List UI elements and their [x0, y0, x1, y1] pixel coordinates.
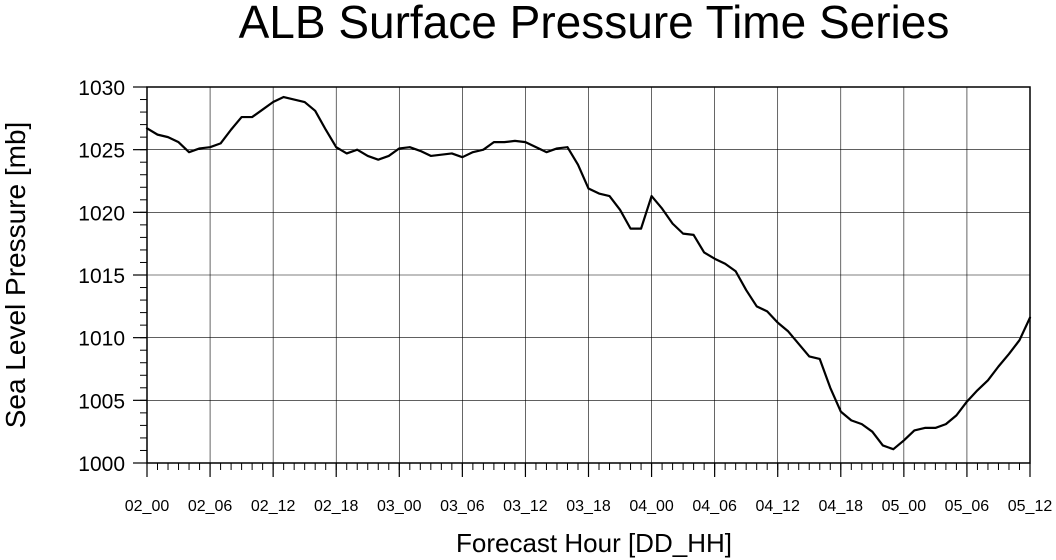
x-tick-label: 04_12: [755, 498, 800, 515]
x-tick-label: 05_12: [1008, 498, 1053, 515]
grid-lines: [147, 87, 1030, 463]
x-tick-label: 03_00: [377, 498, 422, 515]
y-tick-label: 1015: [78, 265, 125, 288]
y-tick-label: 1020: [78, 202, 125, 225]
x-tick-label: 04_06: [692, 498, 737, 515]
plot-frame: [146, 86, 1031, 464]
x-tick-label: 04_00: [629, 498, 674, 515]
x-tick-label: 05_00: [882, 498, 927, 515]
x-tick-label: 02_12: [251, 498, 296, 515]
y-tick-labels: 1000 1005 1010 1015 1020 1025 1030: [78, 77, 125, 476]
minor-ticks: [140, 86, 1031, 470]
y-tick-label: 1025: [78, 140, 125, 163]
x-tick-label: 02_06: [188, 498, 233, 515]
y-axis-label: Sea Level Pressure [mb]: [0, 122, 31, 429]
x-tick-label: 03_18: [566, 498, 611, 515]
x-tick-label: 03_12: [503, 498, 548, 515]
x-tick-label: 02_18: [314, 498, 359, 515]
x-tick-label: 02_00: [125, 498, 170, 515]
chart-title: ALB Surface Pressure Time Series: [239, 0, 950, 48]
y-tick-label: 1005: [78, 390, 125, 413]
x-axis-label: Forecast Hour [DD_HH]: [456, 528, 732, 558]
series-layer: [145, 95, 1032, 451]
x-tick-label: 04_18: [819, 498, 864, 515]
x-tick-label: 03_06: [440, 498, 485, 515]
x-tick-labels: 02_00 02_06 02_12 02_18 03_00 03_06 03_12 03_18…: [125, 498, 1053, 515]
y-tick-label: 1010: [78, 328, 125, 351]
pressure-series-line: [145, 95, 1032, 451]
y-tick-label: 1030: [78, 77, 125, 100]
major-ticks: [133, 86, 1031, 477]
x-tick-label: 05_06: [945, 498, 990, 515]
y-tick-label: 1000: [78, 453, 125, 476]
